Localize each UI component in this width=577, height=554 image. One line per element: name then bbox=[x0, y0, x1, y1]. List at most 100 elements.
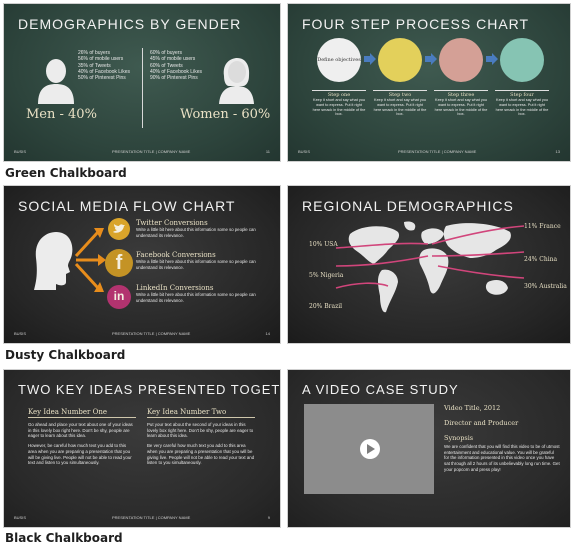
slide-footer: BUSIS PRESENTATION TITLE | COMPANY NAME … bbox=[14, 331, 270, 339]
women-stats-list: 60% of buyers 45% of mobile users 60% of… bbox=[150, 50, 202, 81]
flow-heading: Facebook Conversions bbox=[136, 251, 216, 259]
step-circle bbox=[500, 38, 544, 82]
region-label: 11% France bbox=[524, 223, 561, 230]
flow-text: Write a little bit here about this infor… bbox=[136, 259, 256, 270]
women-stat: 45% of mobile users bbox=[150, 56, 196, 63]
step-circle: Define objectives bbox=[317, 38, 361, 82]
video-info: Video Title, 2012 Director and Producer … bbox=[444, 404, 560, 473]
arrow-icon bbox=[364, 53, 376, 65]
slide-title: TWO KEY IDEAS PRESENTED TOGETHER bbox=[18, 382, 280, 397]
women-stat: 40% of Facebook Likes bbox=[150, 68, 202, 75]
flow-text: Write a little bit here about this infor… bbox=[136, 292, 256, 303]
region-label: 10% USA bbox=[309, 241, 338, 248]
footer-left: BUSIS bbox=[298, 149, 311, 154]
step-box: Step two Keep it short and say what you … bbox=[373, 90, 427, 117]
step-text: Keep it short and say what you want to e… bbox=[434, 98, 488, 117]
step-heading: Step three bbox=[447, 92, 475, 98]
footer-center: PRESENTATION TITLE | COMPANY NAME bbox=[112, 149, 191, 154]
flow-heading: LinkedIn Conversions bbox=[136, 284, 214, 292]
footer-right: 11 bbox=[265, 149, 270, 154]
flow-text: Write a little bit here about this infor… bbox=[136, 227, 256, 238]
idea-text: However, be careful how much text you ad… bbox=[28, 443, 132, 466]
women-label: Women - 60% bbox=[180, 107, 271, 122]
women-stat: 60% of Tweets bbox=[150, 62, 183, 69]
women-stat: 60% of buyers bbox=[150, 50, 182, 56]
step-box: Step three Keep it short and say what yo… bbox=[434, 90, 488, 117]
footer-center: PRESENTATION TITLE | COMPANY NAME bbox=[112, 331, 191, 336]
flow-heading: Twitter Conversions bbox=[136, 219, 208, 227]
region-label: 20% Brazil bbox=[309, 303, 343, 310]
idea-text: Go ahead and place your text about one o… bbox=[28, 422, 133, 439]
flow-item: Facebook Conversions Write a little bit … bbox=[136, 251, 266, 270]
slide-social-media-flow[interactable]: SOCIAL MEDIA FLOW CHART f in Twitter Con… bbox=[4, 186, 280, 343]
slide-demographics-by-gender[interactable]: DEMOGRAPHICS BY GENDER 26% of buyers 56%… bbox=[4, 4, 280, 161]
flow-item: LinkedIn Conversions Write a little bit … bbox=[136, 284, 266, 303]
slide-title: FOUR STEP PROCESS CHART bbox=[302, 16, 530, 32]
region-label: 5% Nigeria bbox=[309, 272, 344, 279]
caption-green: Green Chalkboard bbox=[5, 166, 127, 180]
slide-title: A VIDEO CASE STUDY bbox=[302, 382, 459, 397]
men-stat: 26% of buyers bbox=[78, 50, 110, 56]
arrow-icon bbox=[486, 53, 498, 65]
footer-left: BUSIS bbox=[14, 331, 27, 336]
idea-heading: Key Idea Number One bbox=[28, 408, 136, 418]
footer-right: 9 bbox=[267, 515, 270, 520]
footer-center: PRESENTATION TITLE | COMPANY NAME bbox=[112, 515, 191, 520]
step-heading: Step one bbox=[327, 92, 351, 98]
caption-black: Black Chalkboard bbox=[5, 531, 123, 545]
flow-item: Twitter Conversions Write a little bit h… bbox=[136, 219, 266, 238]
idea-column: Key Idea Number Two Put your text about … bbox=[147, 408, 255, 466]
video-player[interactable] bbox=[304, 404, 434, 494]
slide-title: DEMOGRAPHICS BY GENDER bbox=[18, 16, 242, 32]
video-director: Director and Producer bbox=[444, 419, 519, 427]
step-text: Keep it short and say what you want to e… bbox=[495, 98, 549, 117]
men-stats-list: 26% of buyers 56% of mobile users 35% of… bbox=[78, 50, 130, 81]
slide-title: SOCIAL MEDIA FLOW CHART bbox=[18, 198, 236, 214]
facebook-letter: f bbox=[115, 252, 123, 274]
linkedin-letters: in bbox=[113, 289, 125, 303]
caption-dusty: Dusty Chalkboard bbox=[5, 348, 126, 362]
slide-footer: BUSIS PRESENTATION TITLE | COMPANY NAME … bbox=[298, 149, 560, 157]
slide-title: REGIONAL DEMOGRAPHICS bbox=[302, 198, 514, 214]
divider bbox=[142, 48, 143, 128]
linkedin-logo-icon: in bbox=[107, 285, 131, 309]
men-stat: 40% of Facebook Likes bbox=[78, 68, 130, 75]
twitter-logo-icon bbox=[108, 218, 130, 240]
region-label: 30% Australia bbox=[524, 283, 567, 290]
footer-left: BUSIS bbox=[14, 149, 27, 154]
play-icon bbox=[367, 444, 375, 454]
arrow-icon bbox=[425, 53, 437, 65]
step-heading: Step two bbox=[388, 92, 412, 98]
men-stat: 50% of Pinterest Pins bbox=[78, 75, 126, 82]
footer-right: 13 bbox=[555, 149, 560, 154]
synopsis-heading: Synopsis bbox=[444, 434, 474, 442]
flow-arrows bbox=[74, 228, 106, 292]
slide-footer: BUSIS PRESENTATION TITLE | COMPANY NAME … bbox=[14, 149, 270, 157]
footer-center: PRESENTATION TITLE | COMPANY NAME bbox=[398, 149, 477, 154]
slide-footer: BUSIS PRESENTATION TITLE | COMPANY NAME … bbox=[14, 515, 270, 523]
step-text: Keep it short and say what you want to e… bbox=[373, 98, 427, 117]
slide-two-key-ideas[interactable]: TWO KEY IDEAS PRESENTED TOGETHER Key Ide… bbox=[4, 370, 280, 527]
facebook-logo-icon: f bbox=[105, 249, 133, 277]
circle-label: Define objectives bbox=[317, 57, 361, 63]
men-label: Men - 40% bbox=[26, 107, 97, 122]
video-title: Video Title, 2012 bbox=[444, 404, 501, 412]
synopsis-text: We are confident that you will find this… bbox=[444, 444, 560, 472]
play-button[interactable] bbox=[360, 439, 380, 459]
step-box: Step one Keep it short and say what you … bbox=[312, 90, 366, 117]
idea-text: Put your text about the second of your i… bbox=[147, 422, 254, 439]
head-silhouette-icon bbox=[34, 232, 73, 290]
step-heading: Step four bbox=[510, 92, 534, 98]
idea-text: Be very careful how much text you add to… bbox=[147, 443, 255, 466]
footer-left: BUSIS bbox=[14, 515, 27, 520]
idea-column: Key Idea Number One Go ahead and place y… bbox=[28, 408, 136, 466]
world-map-icon bbox=[335, 221, 525, 313]
step-circle bbox=[439, 38, 483, 82]
idea-heading: Key Idea Number Two bbox=[147, 408, 255, 418]
step-box: Step four Keep it short and say what you… bbox=[495, 90, 549, 117]
slide-video-case-study[interactable]: A VIDEO CASE STUDY Video Title, 2012 Dir… bbox=[288, 370, 570, 527]
slide-regional-demographics[interactable]: REGIONAL DEMOGRAPHICS 10% USA 5% Nigeria… bbox=[288, 186, 570, 343]
slide-four-step-process[interactable]: FOUR STEP PROCESS CHART Define objective… bbox=[288, 4, 570, 161]
step-circle bbox=[378, 38, 422, 82]
woman-silhouette-icon bbox=[219, 58, 254, 104]
